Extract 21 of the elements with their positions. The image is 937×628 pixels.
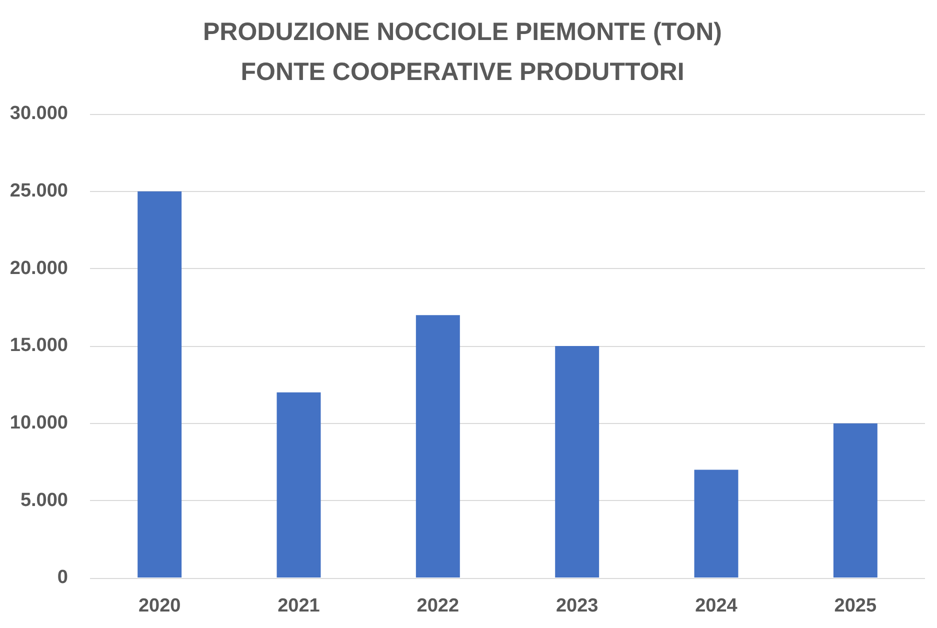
x-tick-label: 2022 — [416, 596, 460, 617]
y-tick-label: 0 — [57, 567, 68, 588]
y-tick-label: 25.000 — [10, 180, 68, 202]
bar — [833, 423, 878, 578]
y-tick-label: 10.000 — [10, 412, 68, 434]
bar — [416, 315, 460, 578]
bar — [555, 346, 600, 578]
bar — [276, 392, 321, 578]
y-tick-label: 15.000 — [10, 335, 68, 356]
chart-title: PRODUZIONE NOCCIOLE PIEMONTE (TON) — [203, 18, 722, 46]
x-tick-label: 2023 — [556, 596, 598, 617]
x-tick-label: 2020 — [138, 596, 181, 617]
bar — [694, 470, 738, 578]
y-tick-label: 5.000 — [20, 490, 68, 511]
y-tick-label: 30.000 — [10, 103, 68, 124]
x-tick-label: 2024 — [695, 596, 738, 617]
bar — [138, 191, 182, 578]
chart-subtitle: FONTE COOPERATIVE PRODUTTORI — [240, 58, 684, 86]
x-tick-label: 2025 — [834, 596, 877, 617]
x-tick-label: 2021 — [278, 596, 320, 617]
y-tick-label: 20.000 — [10, 258, 68, 279]
